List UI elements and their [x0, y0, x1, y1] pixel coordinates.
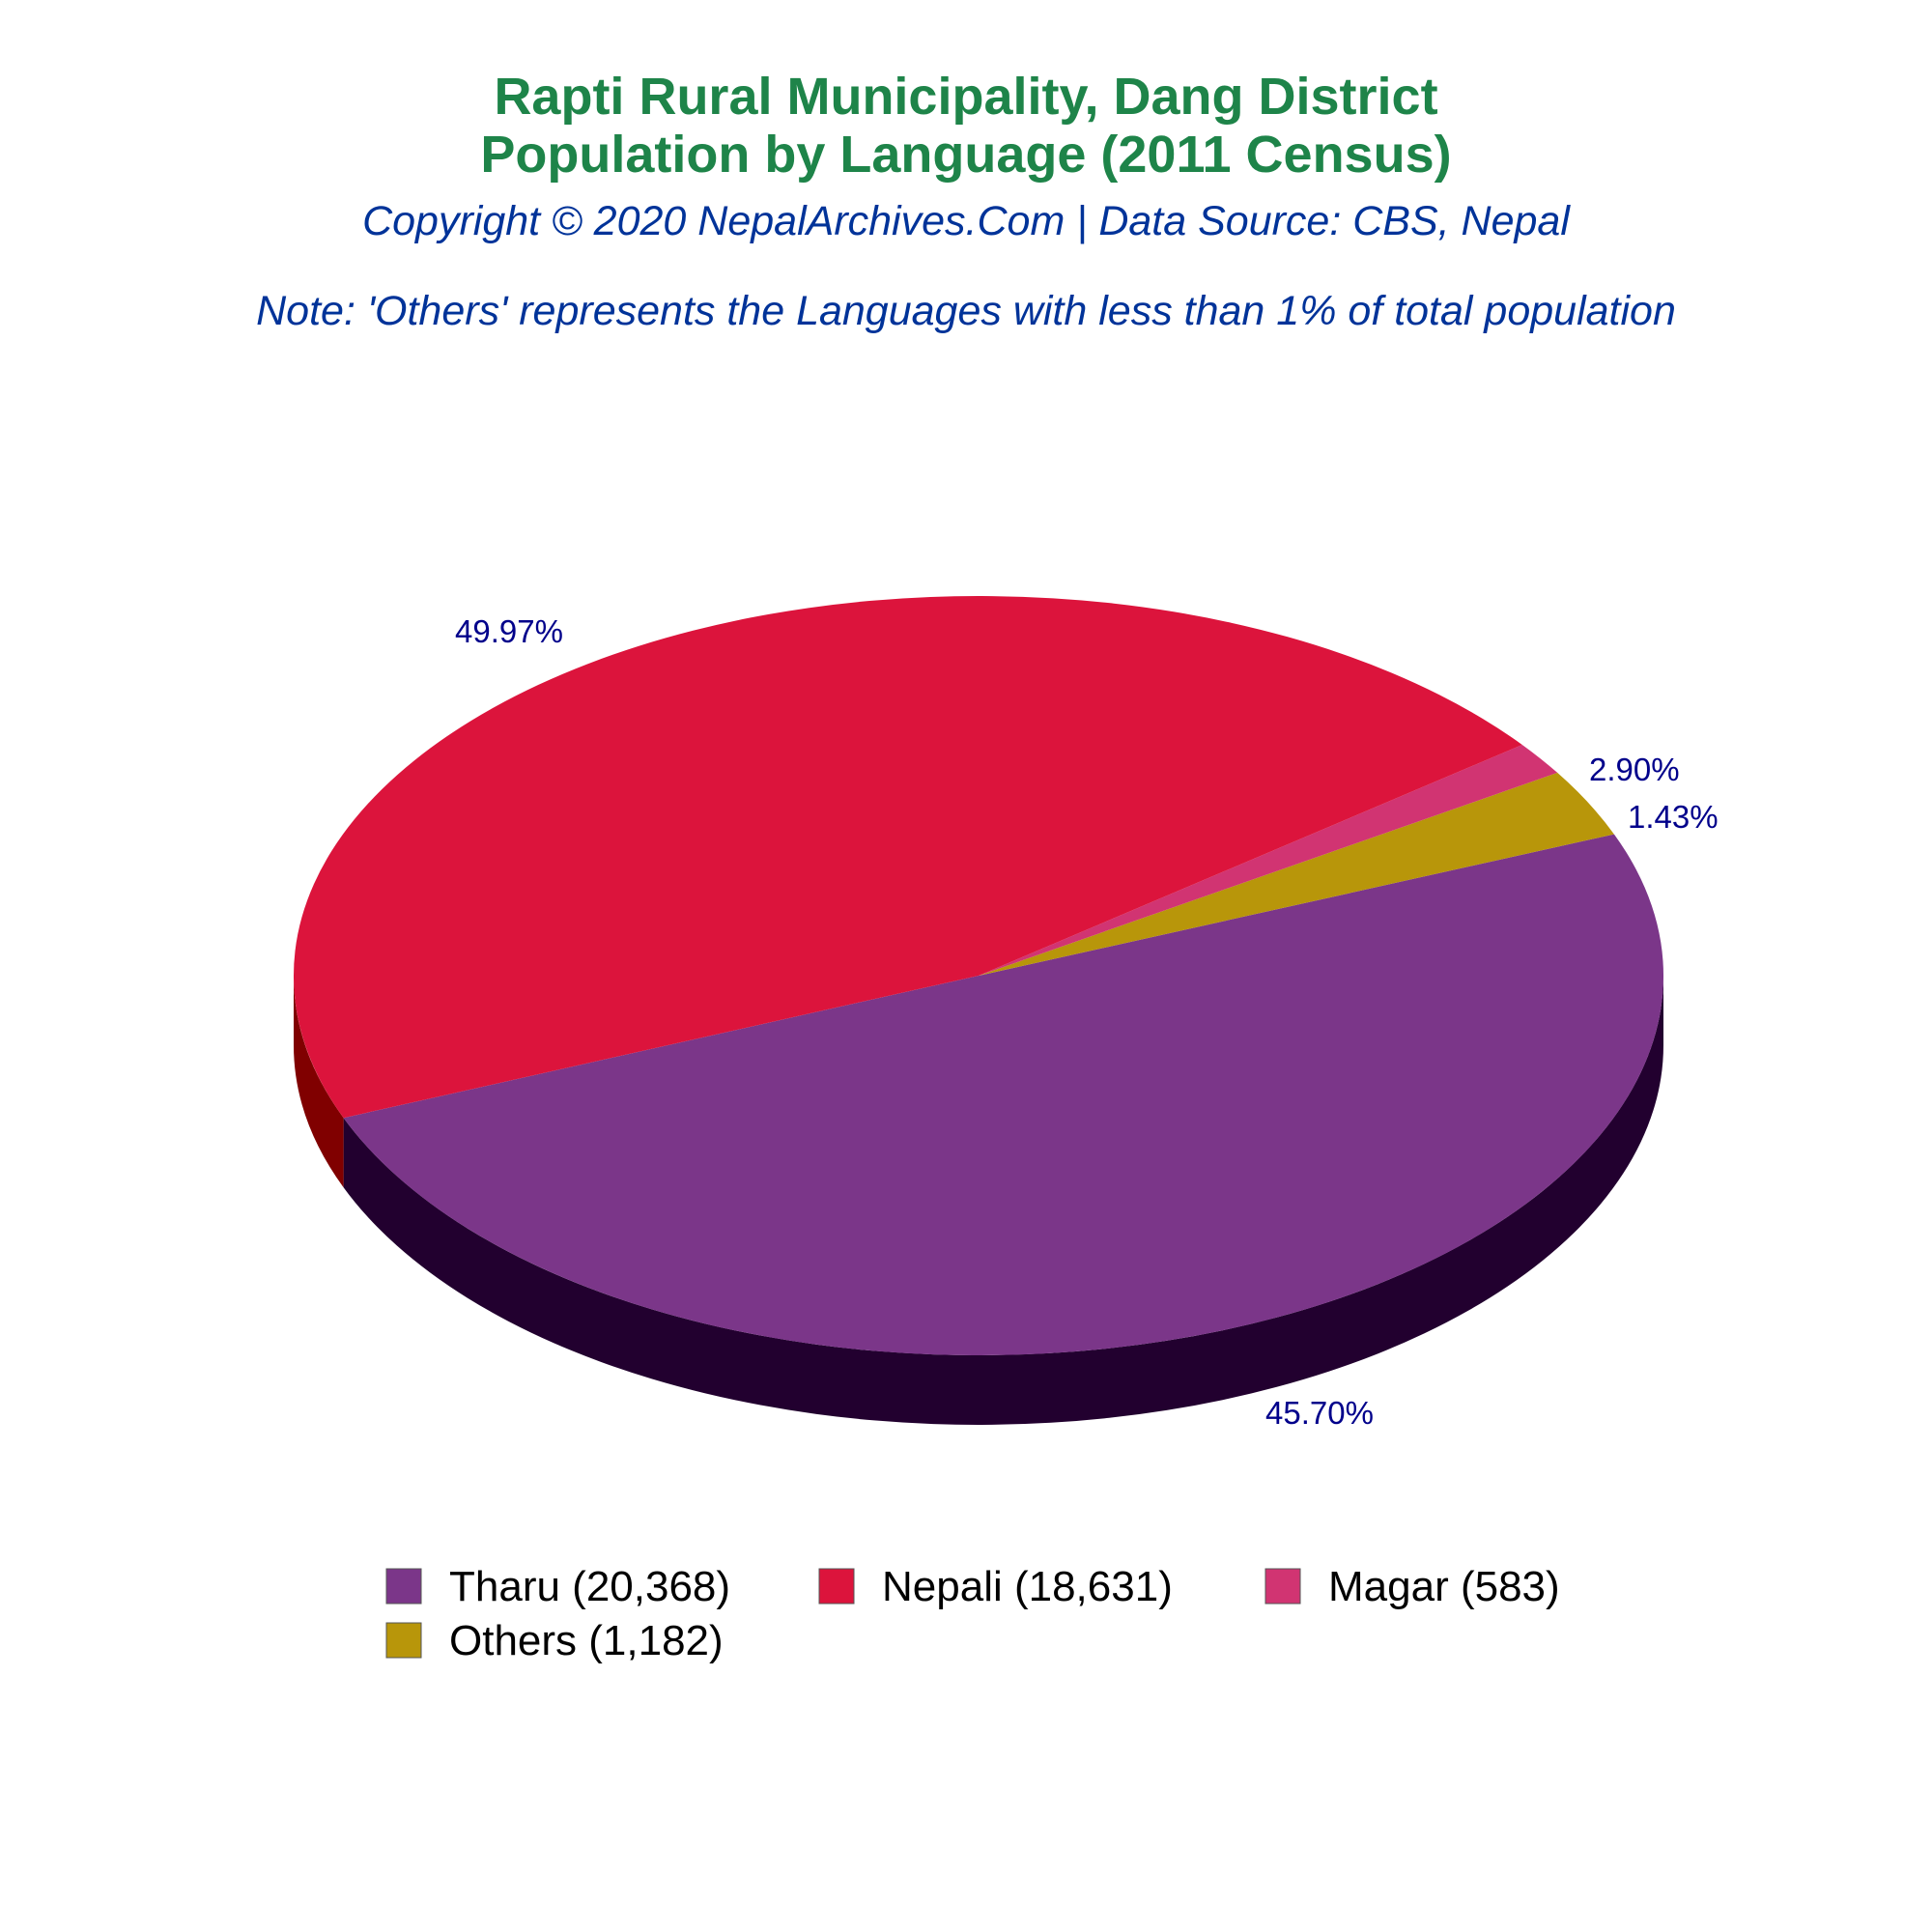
- legend-label-nepali: Nepali (18,631): [882, 1563, 1173, 1610]
- percent-label-magar: 1.43%: [1628, 799, 1719, 835]
- legend-swatch-magar: [1264, 1568, 1301, 1605]
- legend: Tharu (20,368) Nepali (18,631) Magar (583)…: [385, 1563, 1560, 1664]
- legend-label-others: Others (1,182): [449, 1617, 724, 1664]
- chart-header: Rapti Rural Municipality, Dang District …: [256, 68, 1676, 334]
- pie-side-tharu: [343, 976, 1663, 1426]
- chart-title-line-2: Population by Language (2011 Census): [480, 126, 1451, 184]
- pie-slice-tharu: [343, 834, 1664, 1356]
- legend-label-tharu: Tharu (20,368): [449, 1563, 730, 1610]
- pie-slice-nepali: [294, 596, 1522, 1119]
- chart-note: Note: 'Others' represents the Languages …: [256, 288, 1676, 334]
- pie-slice-magar: [979, 744, 1558, 976]
- pie-slice-others: [979, 772, 1614, 976]
- legend-swatch-tharu: [385, 1568, 422, 1605]
- percent-labels: 49.97% 2.90% 1.43% 45.70%: [455, 613, 1719, 1431]
- legend-swatch-others: [385, 1622, 422, 1659]
- pie-group: [294, 596, 1664, 1426]
- percent-label-tharu: 49.97%: [455, 613, 563, 649]
- legend-label-magar: Magar (583): [1328, 1563, 1560, 1610]
- percent-label-nepali: 45.70%: [1265, 1395, 1374, 1431]
- percent-label-others: 2.90%: [1589, 752, 1680, 787]
- chart-subtitle: Copyright © 2020 NepalArchives.Com | Dat…: [362, 198, 1571, 244]
- pie-side-nepali: [294, 976, 344, 1188]
- legend-swatch-nepali: [818, 1568, 855, 1605]
- chart-title-line-1: Rapti Rural Municipality, Dang District: [494, 68, 1437, 126]
